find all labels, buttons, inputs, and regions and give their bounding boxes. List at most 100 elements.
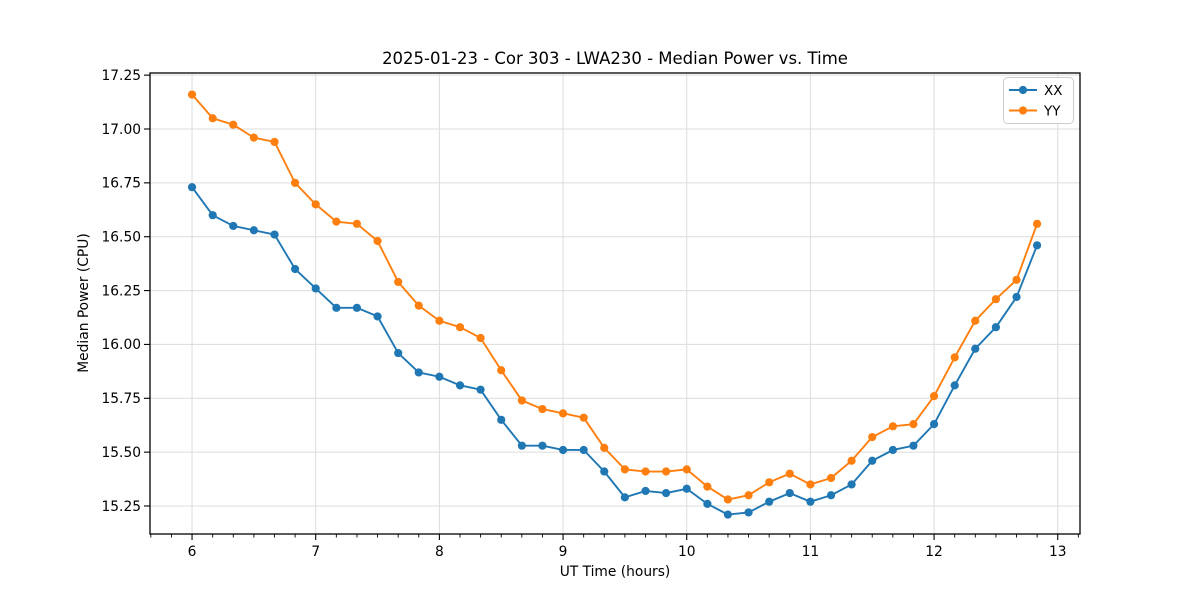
data-point	[249, 133, 258, 142]
data-point	[517, 396, 526, 405]
gridlines	[150, 73, 1080, 534]
data-point	[290, 178, 300, 187]
series-YY	[187, 90, 1042, 504]
data-point	[744, 491, 753, 500]
data-point	[868, 432, 877, 442]
series-XX	[187, 183, 1042, 519]
data-point	[971, 344, 980, 353]
x-tick-label: 6	[188, 544, 197, 560]
x-tick-label: 12	[925, 544, 943, 560]
x-tick-label: 11	[802, 544, 820, 560]
data-point	[682, 484, 691, 493]
data-point	[847, 456, 856, 465]
data-point	[826, 473, 836, 483]
data-point	[929, 420, 939, 429]
data-point	[909, 420, 918, 429]
data-point	[311, 200, 320, 209]
y-tick-label: 17.25	[102, 68, 142, 84]
chart-title: 2025-01-23 - Cor 303 - LWA230 - Median P…	[382, 49, 848, 68]
data-point	[682, 465, 691, 474]
data-point	[620, 465, 629, 474]
data-point	[661, 467, 671, 476]
data-point	[806, 480, 815, 489]
data-point	[703, 482, 712, 491]
legend-box	[1003, 77, 1074, 124]
x-axis-label: UT Time (hours)	[559, 564, 671, 580]
data-point	[270, 230, 279, 239]
data-point	[455, 381, 465, 390]
data-point	[352, 303, 362, 312]
data-point	[579, 413, 588, 422]
y-tick-label: 15.50	[102, 445, 142, 461]
y-tick-label: 15.25	[102, 499, 142, 515]
data-point	[373, 312, 382, 321]
x-tick-label: 10	[678, 544, 696, 560]
data-point	[868, 456, 877, 465]
data-point	[394, 277, 403, 287]
data-point	[765, 497, 774, 506]
y-tick-label: 16.50	[102, 230, 142, 246]
x-tick-label: 8	[435, 544, 444, 560]
y-tick-label: 16.00	[102, 337, 142, 353]
data-point	[950, 381, 959, 390]
axis-ticks	[144, 74, 1059, 540]
legend: XX YY	[1003, 77, 1074, 124]
data-point	[187, 183, 197, 192]
data-point	[208, 114, 217, 123]
data-point	[476, 333, 485, 343]
data-point	[950, 353, 959, 362]
data-point	[703, 499, 712, 508]
data-point	[600, 443, 609, 452]
data-point	[538, 404, 547, 414]
y-tick-label: 16.25	[102, 283, 142, 299]
y-tick-label: 16.75	[102, 176, 142, 192]
data-point	[352, 219, 362, 228]
data-point	[373, 236, 382, 246]
data-point	[497, 415, 506, 424]
x-tick-label: 9	[559, 544, 568, 560]
data-point	[909, 441, 918, 450]
series-YY-line	[191, 93, 1039, 501]
data-point	[229, 120, 238, 129]
data-point	[744, 508, 753, 517]
data-point	[785, 469, 794, 478]
data-point	[208, 211, 217, 220]
data-point	[270, 137, 279, 147]
data-point	[723, 510, 733, 519]
data-point	[1032, 219, 1042, 228]
data-point	[455, 323, 465, 332]
data-point	[888, 445, 897, 455]
x-tick-label: 7	[311, 544, 320, 560]
data-point	[991, 295, 1001, 304]
data-point	[332, 303, 341, 312]
data-point	[723, 495, 733, 504]
axes-spines	[149, 72, 1081, 535]
data-point	[991, 323, 1001, 332]
data-point	[826, 491, 836, 500]
data-point	[847, 480, 856, 489]
data-point	[765, 478, 774, 487]
data-point	[394, 348, 403, 358]
data-point	[476, 385, 485, 394]
data-point	[290, 264, 300, 274]
data-point	[435, 316, 444, 325]
data-point	[414, 368, 423, 377]
data-point	[600, 467, 609, 476]
data-point	[558, 445, 568, 455]
data-point	[229, 221, 238, 231]
data-point	[311, 284, 320, 293]
x-tick-labels: 6 7 8 9 10 11 12 13	[188, 544, 1067, 560]
data-point	[641, 486, 650, 496]
data-point	[517, 441, 526, 450]
data-point	[971, 316, 980, 325]
data-point	[785, 488, 794, 498]
data-point	[249, 226, 258, 235]
data-point	[1012, 292, 1021, 302]
data-point	[888, 422, 897, 431]
data-point	[538, 441, 547, 450]
legend-XX-label: XX	[1044, 83, 1063, 99]
data-point	[806, 497, 815, 506]
data-point	[620, 493, 629, 502]
x-tick-label: 13	[1049, 544, 1067, 560]
